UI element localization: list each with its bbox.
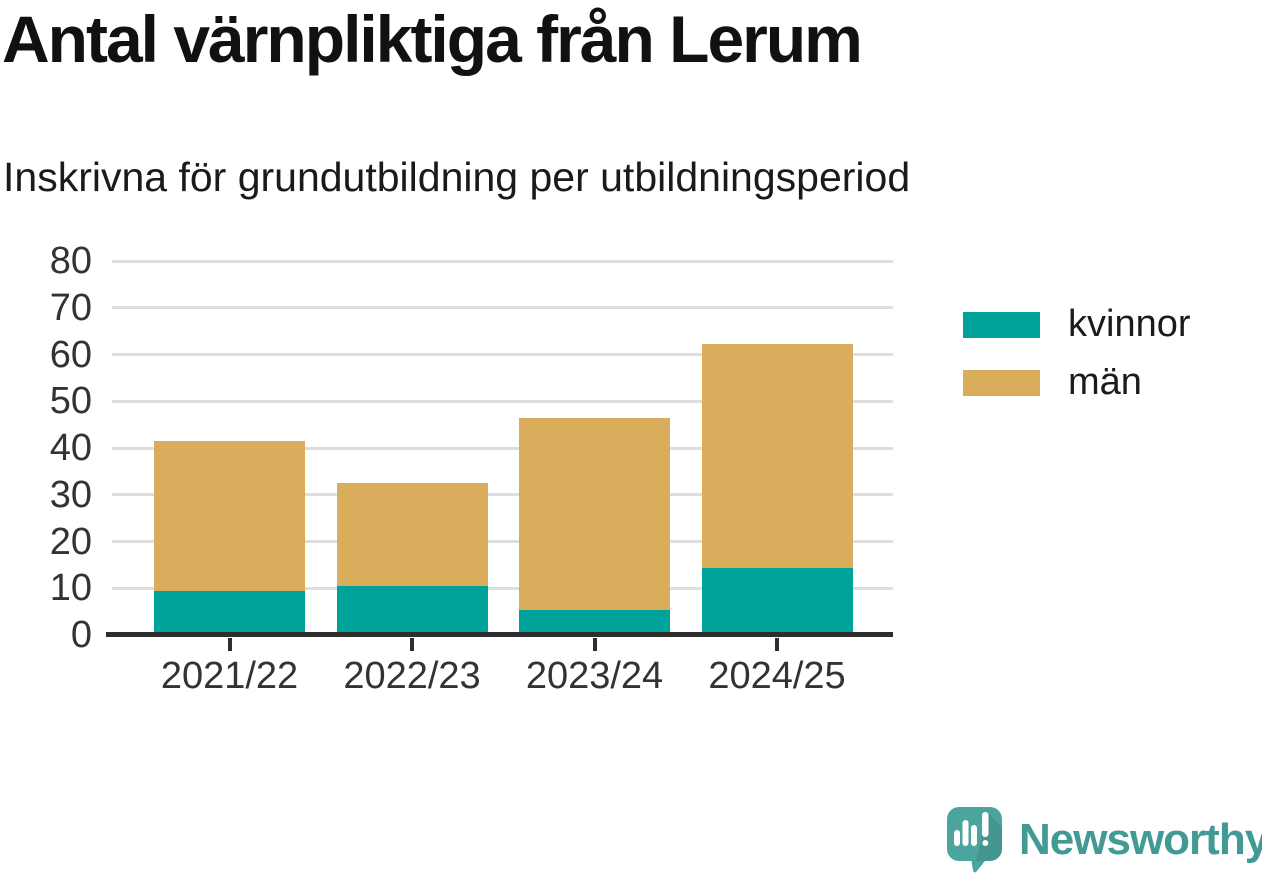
x-tick-2023-24 — [592, 638, 597, 651]
x-tick-label-2023-24: 2023/24 — [525, 655, 664, 697]
y-tick-label-50: 50 — [49, 380, 92, 423]
x-tick-2022-23 — [410, 638, 414, 651]
y-tick-label-40: 40 — [49, 427, 92, 469]
legend-label-kvinnor: kvinnor — [1068, 303, 1191, 345]
x-tick-2024-25 — [775, 638, 779, 651]
y-tick-label-30: 30 — [49, 473, 92, 516]
gridline-60 — [112, 353, 893, 356]
gridline-70 — [112, 306, 893, 310]
bar-2021-22-kvinnor — [154, 591, 305, 633]
x-tick-label-2022-23: 2022/23 — [343, 655, 481, 697]
y-tick-label-80: 80 — [49, 240, 92, 282]
legend-label-män: män — [1068, 361, 1142, 403]
bar-2022-23-män — [336, 483, 488, 586]
y-tick-label-20: 20 — [49, 520, 92, 563]
x-tick-label-2024-25: 2024/25 — [708, 655, 846, 697]
bar-2024-25-kvinnor — [701, 568, 853, 633]
legend-swatch-män — [963, 369, 1040, 396]
x-tick-label-2021-22: 2021/22 — [160, 655, 299, 697]
bar-2021-22-män — [154, 441, 305, 591]
y-tick-label-70: 70 — [49, 286, 92, 329]
chart-subtitle: Inskrivna för grundutbildning per utbild… — [3, 154, 911, 200]
bar-2023-24-män — [519, 418, 670, 610]
x-axis-line — [106, 632, 893, 637]
bar-2024-25-män — [701, 344, 853, 568]
bar-2023-24-kvinnor — [519, 610, 670, 633]
y-tick-label-10: 10 — [49, 567, 92, 610]
gridline-20 — [112, 540, 893, 543]
y-tick-label-0: 0 — [70, 614, 92, 656]
gridline-30 — [112, 493, 893, 497]
legend-item-män: män — [963, 361, 1142, 404]
plot-area: 2021/22 2022/23 2023/24 2024/25 — [106, 259, 893, 697]
newsworthy-wordmark: Newsworthy — [1019, 815, 1262, 864]
legend-item-kvinnor: kvinnor — [963, 303, 1191, 346]
newsworthy-logo: Newsworthy — [946, 806, 1262, 874]
legend-swatch-kvinnor — [963, 311, 1040, 338]
bar-2022-23-kvinnor — [336, 586, 488, 633]
gridline-10 — [112, 586, 893, 590]
gridline-50 — [112, 399, 893, 403]
y-tick-label-60: 60 — [49, 333, 92, 376]
gridline-40 — [112, 446, 893, 450]
y-axis-labels: 0 10 20 30 40 50 60 70 80 — [0, 240, 92, 656]
chart-title: Antal värnpliktiga från Lerum — [2, 2, 863, 76]
gridline-80 — [112, 259, 893, 263]
x-tick-2021-22 — [227, 638, 232, 651]
newsworthy-icon — [947, 807, 1002, 873]
